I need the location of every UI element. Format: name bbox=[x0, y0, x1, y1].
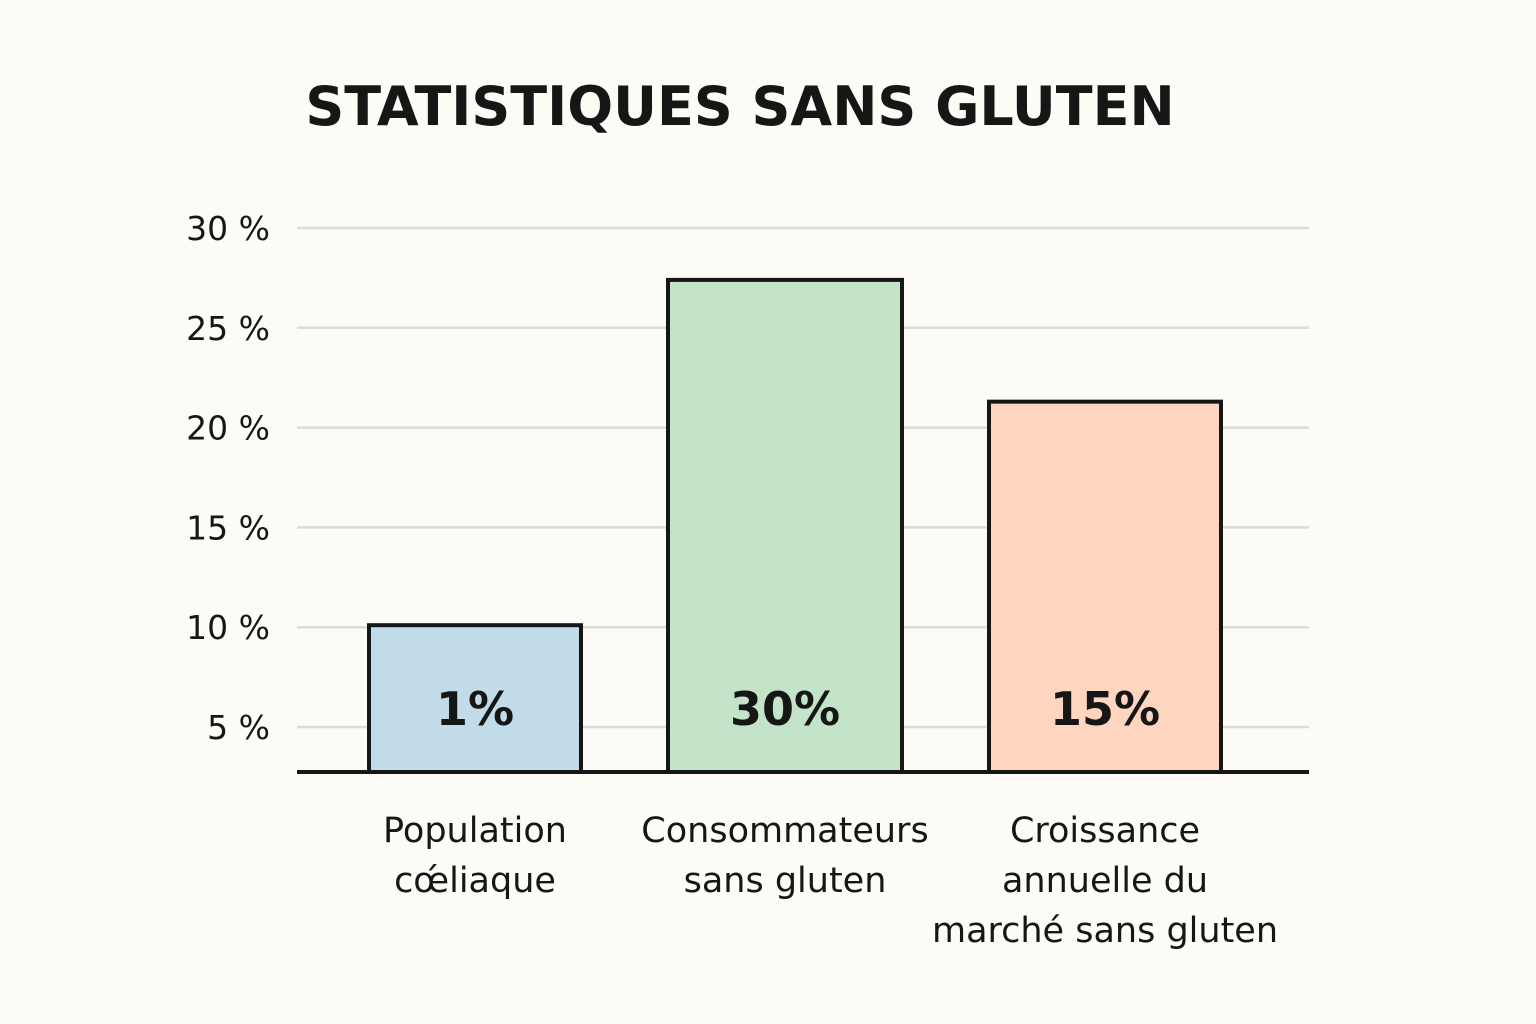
bars bbox=[367, 277, 1223, 774]
bar bbox=[666, 277, 904, 774]
y-tick-label: 5 % bbox=[207, 708, 270, 747]
x-category-label: Croissance annuelle du marché sans gluten bbox=[932, 811, 1278, 951]
chart-title: STATISTIQUES SANS GLUTEN bbox=[305, 75, 1174, 138]
y-tick-label: 30 % bbox=[186, 209, 270, 248]
x-category-label: Population cœ́liaque bbox=[383, 811, 567, 901]
category-labels: Population cœ́liaque Consommateurs sans glu… bbox=[383, 811, 1278, 951]
bar-value-label: 15% bbox=[1050, 682, 1160, 736]
x-category-label: Consommateurs sans gluten bbox=[641, 811, 928, 901]
bar-value-label: 30% bbox=[730, 682, 840, 736]
bar-value-label: 1% bbox=[436, 682, 514, 736]
y-tick-label: 25 % bbox=[186, 309, 270, 348]
y-axis-ticks: 5 % 10 % 15 % 20 % 25 % 30 % bbox=[186, 209, 270, 747]
y-tick-label: 20 % bbox=[186, 409, 270, 448]
y-tick-label: 10 % bbox=[186, 608, 270, 647]
bar-value-labels: 1% 30% 15% bbox=[436, 682, 1160, 736]
y-tick-label: 15 % bbox=[186, 508, 270, 547]
bar bbox=[987, 399, 1223, 774]
